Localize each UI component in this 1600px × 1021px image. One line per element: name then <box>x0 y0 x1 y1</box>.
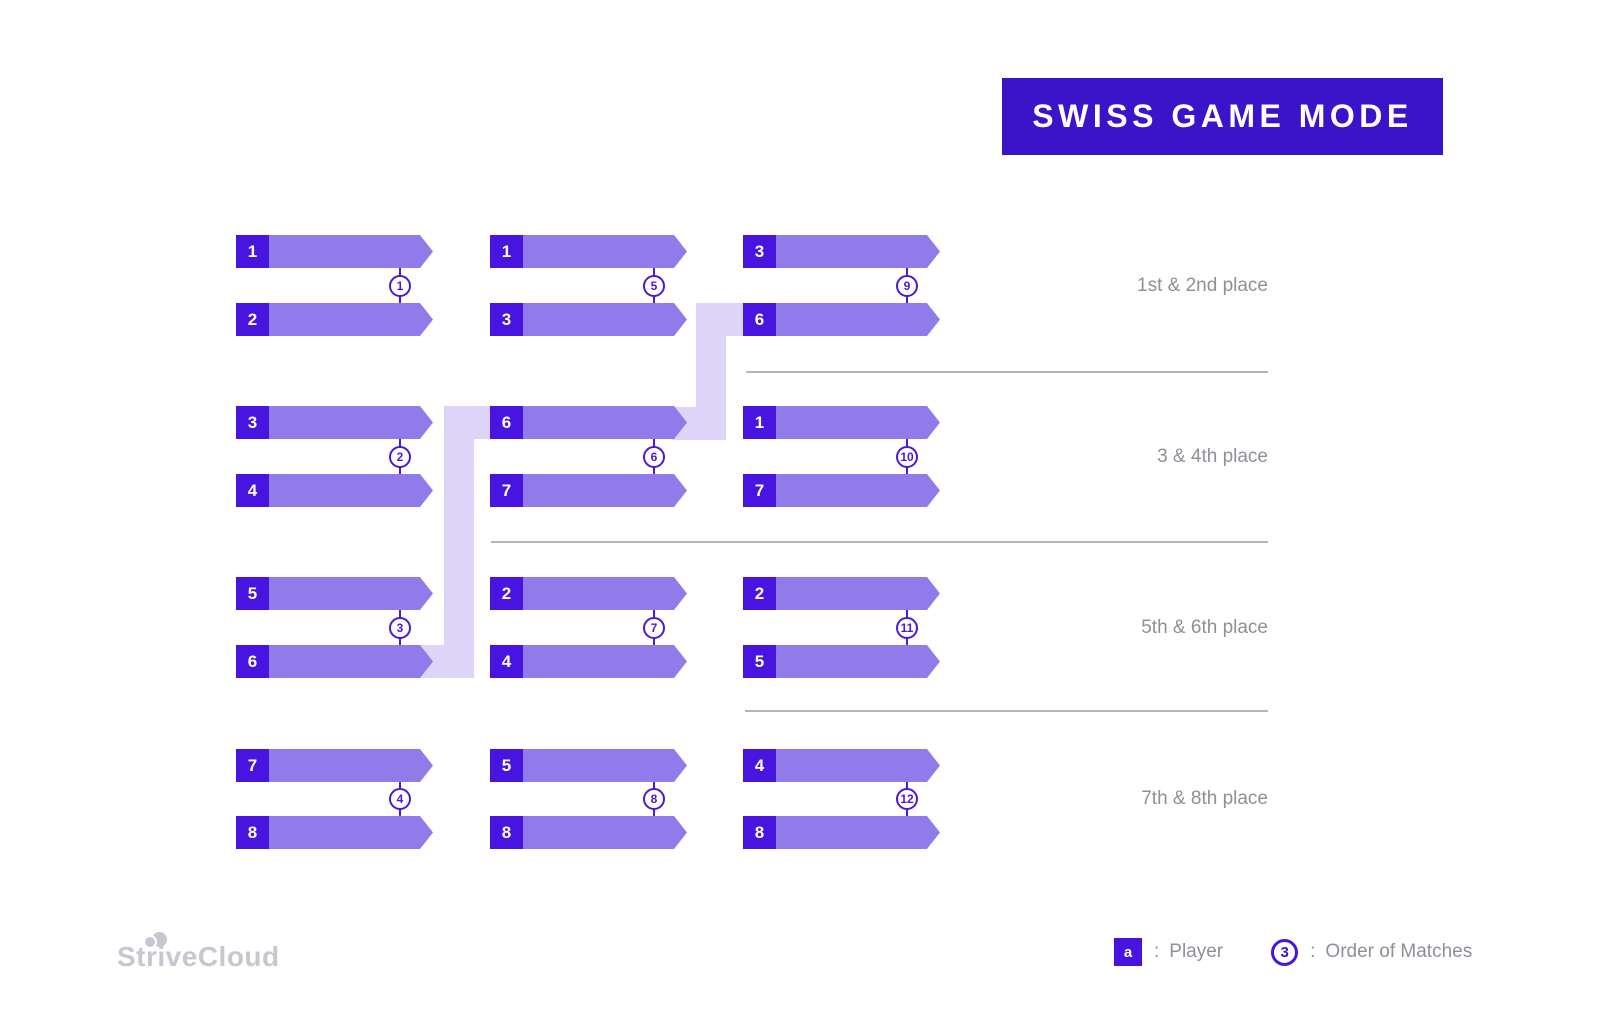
player-number-badge: 1 <box>236 235 269 268</box>
legend-player-label: Player <box>1169 941 1224 962</box>
player-number-badge: 2 <box>236 303 269 336</box>
player-number-badge: 5 <box>490 749 523 782</box>
player-number-badge: 3 <box>236 406 269 439</box>
player-bar: 2 <box>490 577 687 610</box>
player-bar: 2 <box>236 303 433 336</box>
page-title: SWISS GAME MODE <box>1032 98 1413 134</box>
player-number-badge: 3 <box>743 235 776 268</box>
player-number-badge: 8 <box>490 816 523 849</box>
flow-path-segment <box>444 406 474 678</box>
player-bar: 3 <box>743 235 940 268</box>
player-bar: 2 <box>743 577 940 610</box>
player-number-badge: 2 <box>743 577 776 610</box>
player-number-badge: 6 <box>490 406 523 439</box>
player-number-badge: 4 <box>236 474 269 507</box>
player-bar: 5 <box>236 577 433 610</box>
placement-label-1st-2nd: 1st & 2nd place <box>1137 275 1268 296</box>
player-bar: 7 <box>236 749 433 782</box>
match-order-badge: 12 <box>896 788 918 810</box>
player-number-badge: 3 <box>490 303 523 336</box>
match-order-badge: 6 <box>643 446 665 468</box>
match-order-badge: 7 <box>643 617 665 639</box>
player-bar: 8 <box>236 816 433 849</box>
player-number-badge: 8 <box>743 816 776 849</box>
player-bar: 4 <box>490 645 687 678</box>
flow-path-segment <box>726 303 743 336</box>
player-bar: 7 <box>743 474 940 507</box>
group-separator <box>491 541 1268 543</box>
player-number-badge: 7 <box>236 749 269 782</box>
player-bar: 1 <box>490 235 687 268</box>
player-bar: 4 <box>236 474 433 507</box>
match-order-badge: 3 <box>389 617 411 639</box>
player-bar: 3 <box>490 303 687 336</box>
match-order-badge: 2 <box>389 446 411 468</box>
player-bar: 6 <box>743 303 940 336</box>
player-bar: 6 <box>490 406 687 439</box>
match-order-badge: 9 <box>896 275 918 297</box>
match-order-badge: 11 <box>896 617 918 639</box>
cloud-icon <box>145 932 171 950</box>
match-order-badge: 5 <box>643 275 665 297</box>
player-bar: 6 <box>236 645 433 678</box>
player-number-badge: 6 <box>743 303 776 336</box>
legend: a : Player 3 : Order of Matches <box>1114 938 1472 966</box>
player-bar: 5 <box>743 645 940 678</box>
player-bar: 5 <box>490 749 687 782</box>
placement-label-5th-6th: 5th & 6th place <box>1141 617 1268 638</box>
player-number-badge: 7 <box>490 474 523 507</box>
player-number-badge: 5 <box>236 577 269 610</box>
placement-label-7th-8th: 7th & 8th place <box>1141 788 1268 809</box>
player-bar: 8 <box>490 816 687 849</box>
player-bar: 3 <box>236 406 433 439</box>
player-number-badge: 1 <box>743 406 776 439</box>
player-number-badge: 4 <box>743 749 776 782</box>
player-number-badge: 4 <box>490 645 523 678</box>
player-number-badge: 2 <box>490 577 523 610</box>
title-banner: SWISS GAME MODE <box>1002 78 1443 155</box>
legend-order-label: Order of Matches <box>1325 941 1473 962</box>
player-bar: 8 <box>743 816 940 849</box>
group-separator <box>745 710 1268 712</box>
legend-colon: : <box>1310 941 1316 962</box>
legend-colon: : <box>1154 941 1160 962</box>
legend-order-badge: 3 <box>1271 938 1299 966</box>
placement-label-3rd-4th: 3 & 4th place <box>1157 446 1268 467</box>
match-order-badge: 4 <box>389 788 411 810</box>
flow-path-segment <box>474 406 490 439</box>
match-order-badge: 10 <box>896 446 918 468</box>
player-number-badge: 7 <box>743 474 776 507</box>
group-separator <box>746 371 1268 373</box>
player-number-badge: 8 <box>236 816 269 849</box>
strivecloud-logo: StriveCloud <box>117 932 280 973</box>
player-number-badge: 6 <box>236 645 269 678</box>
player-number-badge: 5 <box>743 645 776 678</box>
player-bar: 4 <box>743 749 940 782</box>
legend-player-swatch: a <box>1114 938 1142 966</box>
match-order-badge: 8 <box>643 788 665 810</box>
player-number-badge: 1 <box>490 235 523 268</box>
match-order-badge: 1 <box>389 275 411 297</box>
player-bar: 1 <box>236 235 433 268</box>
logo-text: StriveCloud <box>117 941 280 972</box>
flow-path-segment <box>696 303 726 440</box>
player-bar: 1 <box>743 406 940 439</box>
player-bar: 7 <box>490 474 687 507</box>
